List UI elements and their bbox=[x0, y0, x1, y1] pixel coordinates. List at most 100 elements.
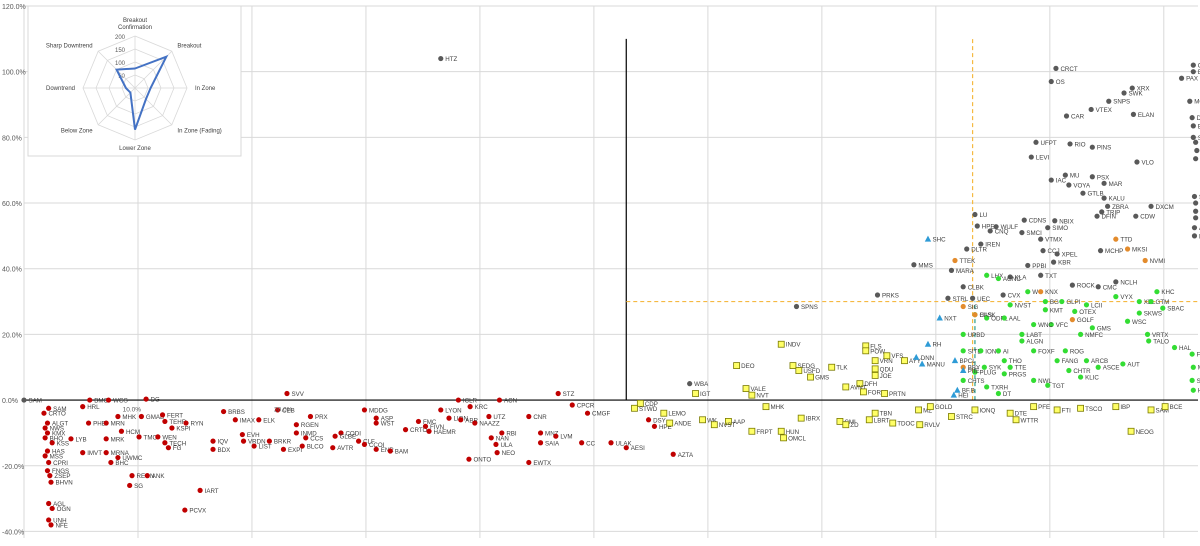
data-point bbox=[1007, 364, 1013, 370]
data-point bbox=[981, 364, 987, 370]
data-point bbox=[1067, 141, 1073, 147]
data-point bbox=[1133, 213, 1139, 219]
data-point-label: LEVI bbox=[1036, 155, 1050, 162]
data-point-triangle bbox=[924, 340, 932, 347]
data-point bbox=[426, 428, 432, 434]
data-point-label: GOLF bbox=[1077, 317, 1094, 324]
data-point-label: BF.B bbox=[962, 388, 975, 395]
y-tick-label: 80.0% bbox=[2, 135, 22, 142]
data-point bbox=[1105, 203, 1111, 209]
data-point-square bbox=[660, 409, 668, 417]
radar-tick-label: 100 bbox=[115, 61, 126, 67]
data-point-label: ICLR bbox=[463, 398, 478, 405]
data-point bbox=[978, 241, 984, 247]
data-point bbox=[1066, 182, 1072, 188]
data-point-label: CMC bbox=[1103, 284, 1118, 291]
data-point-label: INMD bbox=[301, 430, 317, 437]
data-point-label: CLF bbox=[363, 439, 375, 446]
data-point-label: WK bbox=[707, 417, 718, 424]
data-point-label: IGT bbox=[700, 391, 711, 398]
data-point-label: VFC bbox=[1056, 322, 1069, 329]
data-point-label: VRTX bbox=[1152, 332, 1168, 339]
data-point-square bbox=[948, 413, 955, 420]
axis-inline-label: 20.0% bbox=[274, 407, 293, 414]
data-point-label: PAX bbox=[1186, 76, 1198, 83]
data-point-label: TTEK bbox=[959, 258, 976, 265]
data-point-label: RYN bbox=[191, 421, 204, 428]
data-point-square bbox=[1077, 404, 1084, 412]
data-point bbox=[1190, 134, 1196, 140]
radar-category-label: Sharp Downtrend bbox=[46, 44, 93, 50]
data-point-square bbox=[666, 419, 674, 427]
data-point-label: RBI bbox=[506, 430, 517, 437]
data-point-label: GMS bbox=[1097, 325, 1111, 332]
data-point-label: KRC bbox=[475, 404, 489, 411]
data-point-label: SAIA bbox=[545, 440, 560, 447]
data-point bbox=[1078, 374, 1084, 380]
data-point-label: KNX bbox=[1045, 289, 1058, 296]
data-point-label: DT bbox=[1003, 391, 1011, 398]
data-point-label: PINS bbox=[1097, 145, 1111, 152]
data-point bbox=[1025, 289, 1031, 295]
data-point-label: OMCL bbox=[788, 435, 806, 442]
data-point bbox=[220, 408, 227, 415]
data-point bbox=[1101, 180, 1107, 186]
data-point-triangle bbox=[950, 391, 958, 398]
data-point-label: STWD bbox=[639, 406, 658, 413]
data-point-label: ESQ bbox=[1198, 69, 1200, 76]
data-point-label: NBIX bbox=[1059, 218, 1073, 225]
data-point-label: FORM bbox=[868, 389, 886, 396]
data-point bbox=[332, 433, 338, 439]
data-point-square bbox=[692, 390, 699, 397]
data-point-label: FLS bbox=[870, 343, 881, 350]
data-point bbox=[239, 431, 245, 438]
data-point-label: EVH bbox=[247, 432, 260, 439]
data-point-label: WST bbox=[381, 421, 395, 428]
data-point bbox=[960, 303, 966, 310]
data-point-label: SIMO bbox=[1052, 225, 1068, 232]
data-point-label: HUBS bbox=[1198, 388, 1200, 395]
data-point-square bbox=[762, 403, 770, 411]
data-point bbox=[1113, 279, 1119, 285]
data-point-label: LYON bbox=[445, 407, 461, 414]
data-point-label: PLUG bbox=[979, 370, 996, 377]
data-point-label: FANG bbox=[1062, 358, 1079, 365]
data-point bbox=[1190, 69, 1196, 75]
data-point-label: MRK bbox=[111, 436, 126, 443]
data-point-label: LBRT bbox=[874, 417, 890, 424]
data-point bbox=[422, 423, 429, 429]
data-point-label: XPEL bbox=[1062, 251, 1078, 258]
data-point bbox=[488, 435, 494, 441]
data-point bbox=[197, 487, 203, 493]
y-tick-label: -20.0% bbox=[2, 464, 24, 471]
data-point-label: BRBS bbox=[228, 409, 245, 416]
data-point-label: TTE bbox=[1015, 365, 1027, 372]
data-point-label: SPNS bbox=[801, 304, 818, 311]
data-point-label: SNPS bbox=[1113, 99, 1130, 106]
data-point-label: CODI bbox=[345, 430, 361, 437]
data-point-label: WEN bbox=[162, 434, 176, 441]
y-axis-ticks: 120.0% 100.0% 80.0% 60.0% 40.0% 20.0% 0.0% -20.… bbox=[2, 4, 26, 536]
data-point-label: MSI bbox=[1199, 233, 1200, 240]
data-point-label: CBRL bbox=[1198, 63, 1200, 70]
data-point bbox=[948, 267, 955, 273]
data-point-label: AYY bbox=[909, 358, 921, 365]
data-point bbox=[1193, 215, 1199, 221]
data-point bbox=[952, 257, 958, 264]
radar-tick-label: 200 bbox=[115, 35, 126, 41]
data-point bbox=[46, 517, 52, 523]
data-point bbox=[1121, 90, 1127, 96]
data-point-label: WGS bbox=[113, 398, 128, 405]
data-point-label: CC bbox=[586, 440, 595, 447]
data-point-label: PFE bbox=[1038, 404, 1050, 411]
data-point-label: DLTR bbox=[971, 247, 987, 254]
axis-inline-label: 10.0% bbox=[123, 407, 142, 414]
data-point-label: DNN bbox=[921, 355, 934, 362]
data-point bbox=[1190, 364, 1196, 370]
data-point-label: BBY bbox=[968, 365, 980, 372]
radar-frame bbox=[27, 5, 242, 157]
data-point bbox=[307, 413, 314, 420]
data-point-label: NAN bbox=[496, 435, 509, 442]
data-point bbox=[1190, 387, 1196, 393]
data-point-label: NFE bbox=[56, 522, 68, 529]
